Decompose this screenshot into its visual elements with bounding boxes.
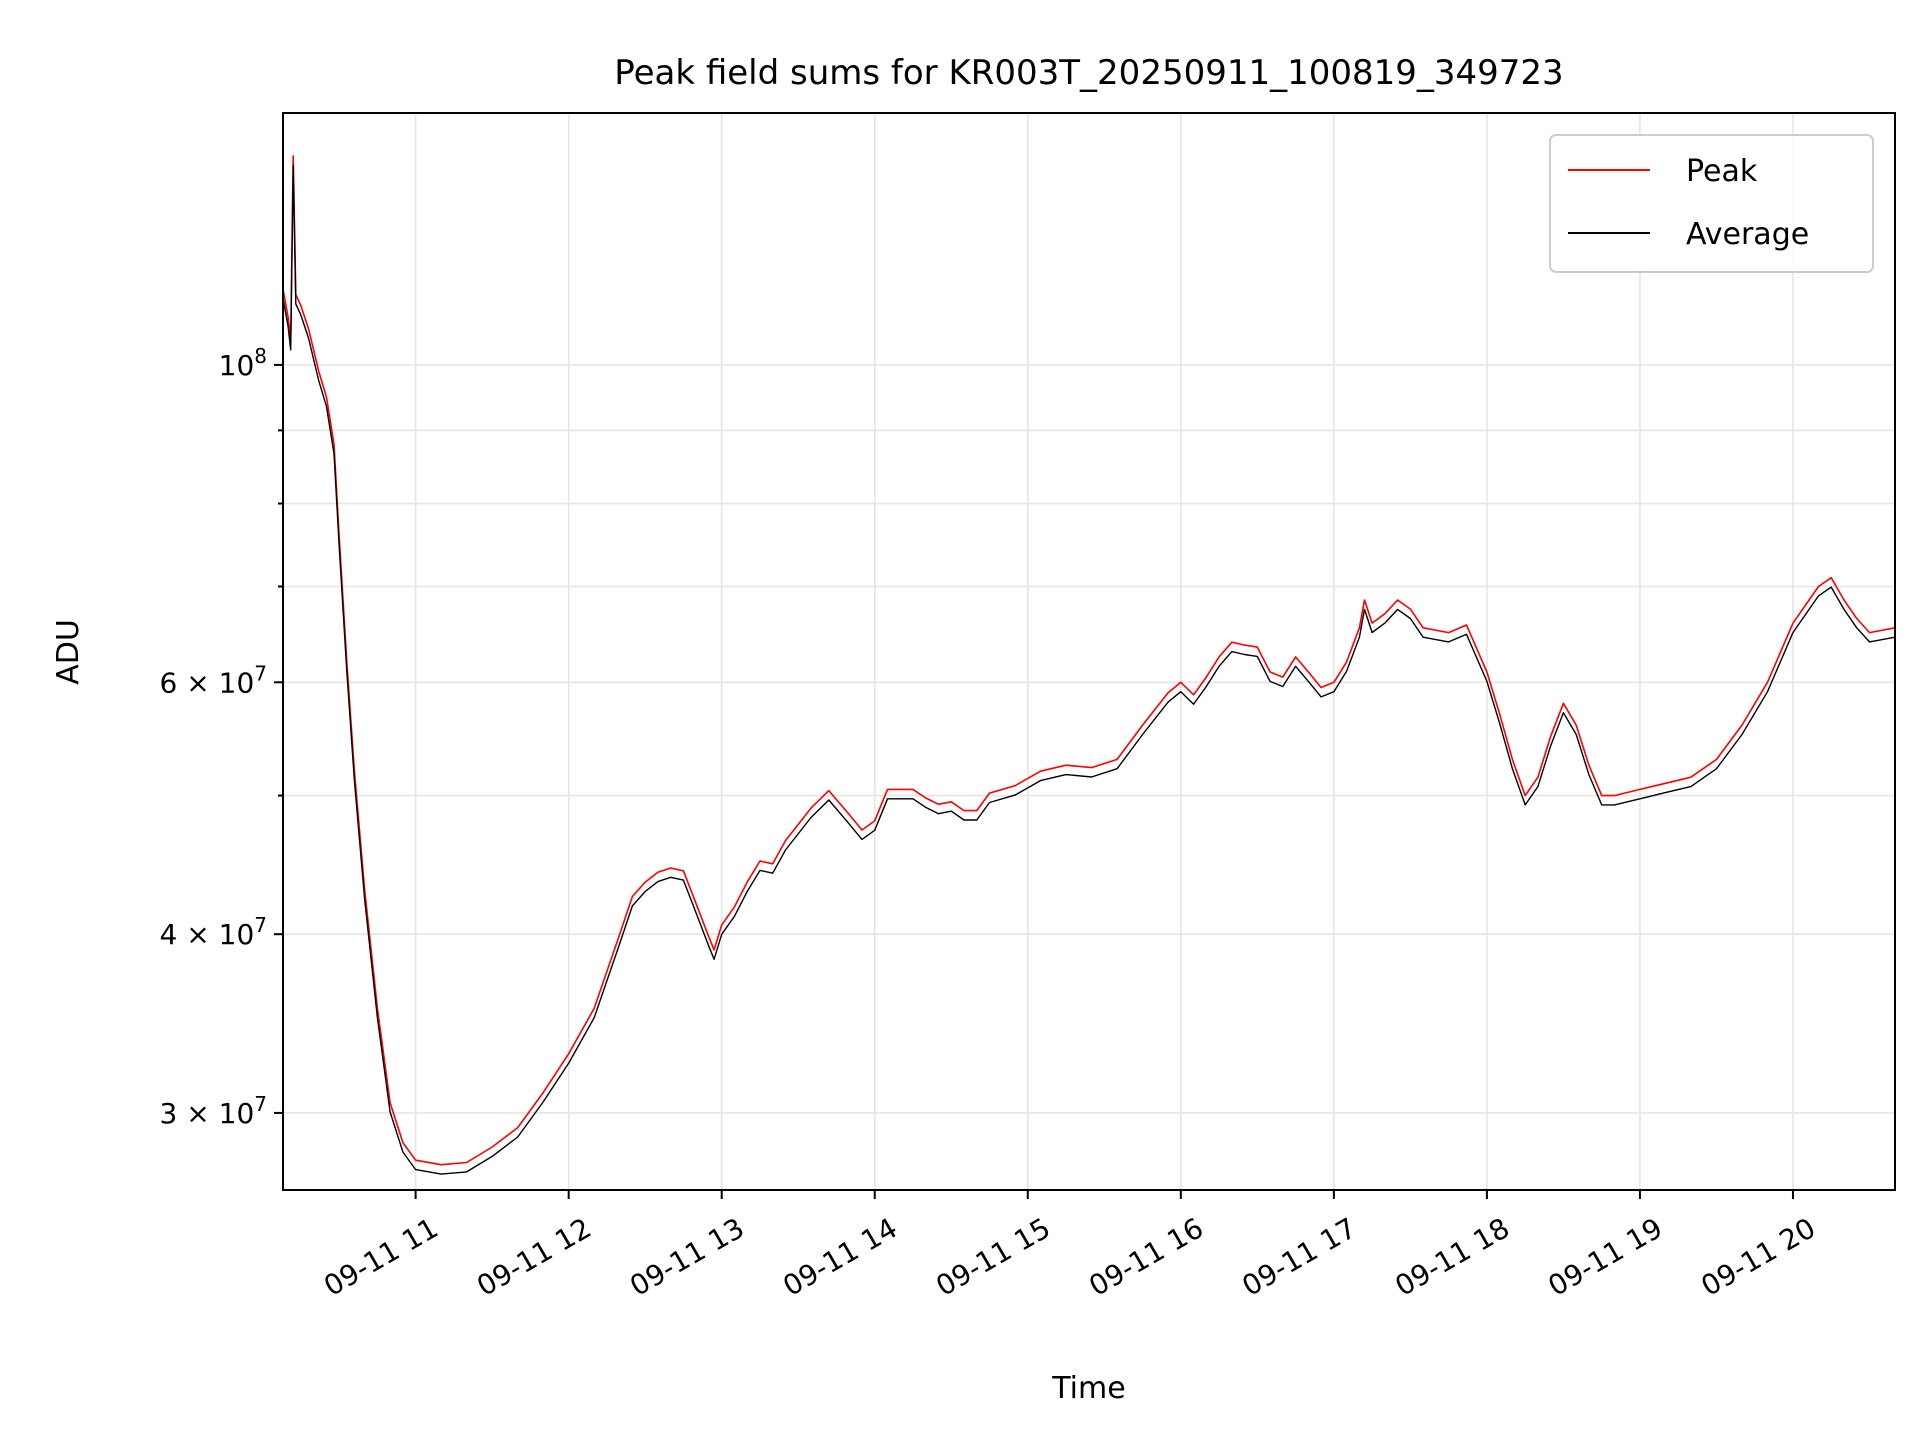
x-axis-label: Time [1051,1371,1125,1406]
series-average-line [282,164,1896,1175]
y-tick-label: 4 × 107 [160,913,267,951]
series-peak-line [282,155,1896,1166]
chart-title: Peak field sums for KR003T_20250911_1008… [614,53,1563,93]
series-layer [282,155,1896,1175]
legend-peak-label: Peak [1686,154,1758,189]
plot-frame [282,112,1896,1191]
legend-average-label: Average [1686,217,1809,252]
y-tick-label: 3 × 107 [160,1092,267,1130]
grid [283,113,1895,1190]
y-axis-label: ADU [51,619,86,685]
legend: Peak Average [1549,134,1874,273]
y-tick-label: 6 × 107 [160,661,267,699]
y-tick-label: 108 [219,344,267,382]
